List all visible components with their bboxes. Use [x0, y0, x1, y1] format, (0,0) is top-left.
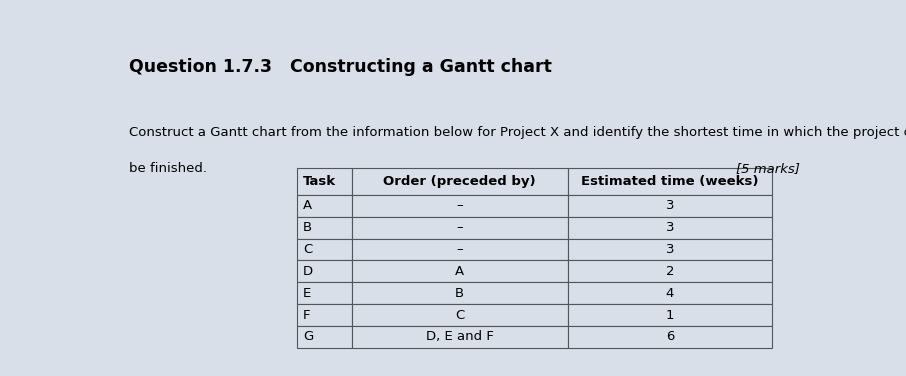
Bar: [352, 217, 568, 238]
Text: 3: 3: [666, 221, 674, 234]
Bar: [568, 260, 772, 282]
Bar: [568, 217, 772, 238]
Text: B: B: [303, 221, 312, 234]
Text: –: –: [457, 199, 463, 212]
Text: F: F: [303, 309, 311, 321]
Text: B: B: [455, 287, 465, 300]
Text: Estimated time (weeks): Estimated time (weeks): [581, 175, 758, 188]
Text: [5 marks]: [5 marks]: [736, 162, 800, 175]
Bar: [297, 217, 352, 238]
Bar: [352, 260, 568, 282]
Text: 6: 6: [666, 331, 674, 343]
Bar: [297, 260, 352, 282]
Text: 3: 3: [666, 199, 674, 212]
Bar: [352, 304, 568, 326]
Text: Order (preceded by): Order (preceded by): [383, 175, 536, 188]
Text: Question 1.7.3   Constructing a Gantt chart: Question 1.7.3 Constructing a Gantt char…: [129, 58, 552, 76]
Bar: [297, 168, 352, 195]
Bar: [352, 195, 568, 217]
Bar: [352, 168, 568, 195]
Bar: [297, 326, 352, 348]
Text: G: G: [303, 331, 313, 343]
Bar: [568, 282, 772, 304]
Bar: [297, 195, 352, 217]
Text: D, E and F: D, E and F: [426, 331, 494, 343]
Text: C: C: [455, 309, 465, 321]
Text: –: –: [457, 243, 463, 256]
Bar: [568, 326, 772, 348]
Bar: [568, 238, 772, 260]
Text: Task: Task: [303, 175, 336, 188]
Bar: [568, 195, 772, 217]
Text: 3: 3: [666, 243, 674, 256]
Bar: [297, 238, 352, 260]
Text: be finished.: be finished.: [129, 162, 207, 175]
Text: A: A: [455, 265, 465, 278]
Text: Construct a Gantt chart from the information below for Project X and identify th: Construct a Gantt chart from the informa…: [129, 126, 906, 139]
Text: –: –: [457, 221, 463, 234]
Bar: [352, 326, 568, 348]
Text: C: C: [303, 243, 312, 256]
Text: 1: 1: [666, 309, 674, 321]
Bar: [568, 168, 772, 195]
Text: E: E: [303, 287, 311, 300]
Text: D: D: [303, 265, 313, 278]
Bar: [352, 282, 568, 304]
Bar: [297, 304, 352, 326]
Text: A: A: [303, 199, 312, 212]
Bar: [568, 304, 772, 326]
Text: 4: 4: [666, 287, 674, 300]
Bar: [297, 282, 352, 304]
Text: 2: 2: [666, 265, 674, 278]
Bar: [352, 238, 568, 260]
